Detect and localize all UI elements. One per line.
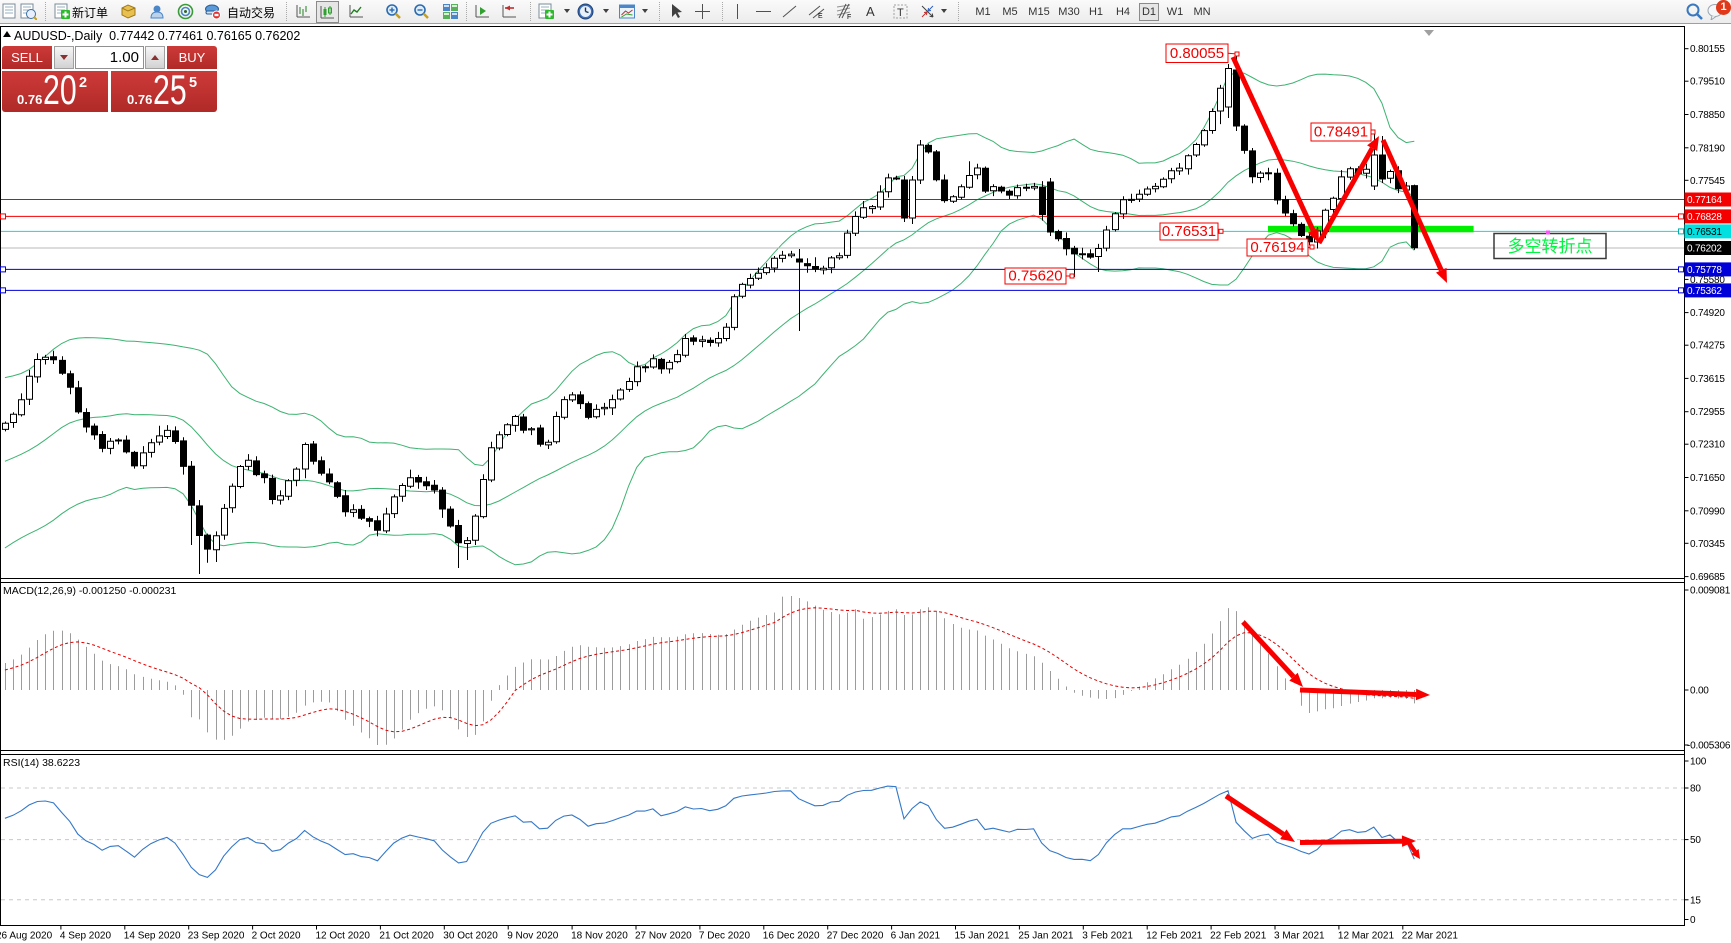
svg-text:15: 15 bbox=[1690, 895, 1701, 906]
svg-text:E: E bbox=[818, 13, 823, 20]
svg-text:50: 50 bbox=[1690, 835, 1701, 846]
svg-text:0.72310: 0.72310 bbox=[1690, 440, 1725, 451]
svg-text:0.75778: 0.75778 bbox=[1687, 265, 1722, 276]
svg-text:23 Sep 2020: 23 Sep 2020 bbox=[188, 931, 245, 942]
svg-text:0.78190: 0.78190 bbox=[1690, 143, 1725, 154]
svg-text:0.74275: 0.74275 bbox=[1690, 341, 1725, 352]
svg-text:0.73615: 0.73615 bbox=[1690, 374, 1725, 385]
svg-text:9 Nov 2020: 9 Nov 2020 bbox=[507, 931, 559, 942]
svg-text:0.76202: 0.76202 bbox=[1687, 244, 1722, 255]
svg-text:0.78491: 0.78491 bbox=[1314, 124, 1368, 141]
svg-text:12 Oct 2020: 12 Oct 2020 bbox=[316, 931, 371, 942]
svg-text:7 Dec 2020: 7 Dec 2020 bbox=[699, 931, 751, 942]
svg-text:0: 0 bbox=[1690, 915, 1696, 926]
svg-text:80: 80 bbox=[1690, 784, 1701, 795]
svg-text:12 Mar 2021: 12 Mar 2021 bbox=[1338, 931, 1395, 942]
svg-text:27 Nov 2020: 27 Nov 2020 bbox=[635, 931, 692, 942]
svg-text:30 Oct 2020: 30 Oct 2020 bbox=[443, 931, 498, 942]
svg-text:2 Oct 2020: 2 Oct 2020 bbox=[252, 931, 301, 942]
svg-text:0.009081: 0.009081 bbox=[1690, 586, 1731, 597]
svg-text:0.75580: 0.75580 bbox=[1690, 275, 1725, 286]
svg-text:3 Mar 2021: 3 Mar 2021 bbox=[1274, 931, 1325, 942]
svg-text:0.72955: 0.72955 bbox=[1690, 407, 1725, 418]
svg-text:MACD(12,26,9) -0.001250 -0.000: MACD(12,26,9) -0.001250 -0.000231 bbox=[3, 585, 177, 597]
svg-text:26 Aug 2020: 26 Aug 2020 bbox=[0, 931, 53, 942]
svg-text:F: F bbox=[847, 14, 851, 20]
svg-text:25 Jan 2021: 25 Jan 2021 bbox=[1018, 931, 1073, 942]
svg-text:0.71650: 0.71650 bbox=[1690, 473, 1725, 484]
svg-text:27 Dec 2020: 27 Dec 2020 bbox=[827, 931, 884, 942]
svg-text:多空转折点: 多空转折点 bbox=[1508, 237, 1593, 256]
svg-text:4 Sep 2020: 4 Sep 2020 bbox=[60, 931, 112, 942]
svg-text:-0.005306: -0.005306 bbox=[1687, 741, 1731, 752]
svg-text:0.74920: 0.74920 bbox=[1690, 308, 1725, 319]
svg-text:0.78850: 0.78850 bbox=[1690, 110, 1725, 121]
svg-text:0.70345: 0.70345 bbox=[1690, 539, 1725, 550]
svg-text:0.76828: 0.76828 bbox=[1687, 212, 1722, 223]
svg-text:22 Mar 2021: 22 Mar 2021 bbox=[1402, 931, 1459, 942]
svg-text:0.70990: 0.70990 bbox=[1690, 506, 1725, 517]
svg-text:0.75362: 0.75362 bbox=[1687, 286, 1722, 297]
svg-text:0.80155: 0.80155 bbox=[1690, 44, 1725, 55]
svg-text:22 Feb 2021: 22 Feb 2021 bbox=[1210, 931, 1267, 942]
svg-text:T: T bbox=[897, 7, 904, 19]
svg-text:14 Sep 2020: 14 Sep 2020 bbox=[124, 931, 181, 942]
svg-text:0.79510: 0.79510 bbox=[1690, 77, 1725, 88]
svg-text:0.77545: 0.77545 bbox=[1690, 176, 1725, 187]
svg-text:0.76531: 0.76531 bbox=[1162, 223, 1216, 240]
svg-text:100: 100 bbox=[1690, 757, 1707, 768]
svg-text:0.76194: 0.76194 bbox=[1250, 239, 1304, 256]
svg-text:21 Oct 2020: 21 Oct 2020 bbox=[379, 931, 434, 942]
svg-text:16 Dec 2020: 16 Dec 2020 bbox=[763, 931, 820, 942]
svg-text:0.69685: 0.69685 bbox=[1690, 572, 1725, 583]
svg-text:0.77164: 0.77164 bbox=[1687, 195, 1722, 206]
svg-text:18 Nov 2020: 18 Nov 2020 bbox=[571, 931, 628, 942]
svg-text:15 Jan 2021: 15 Jan 2021 bbox=[955, 931, 1010, 942]
svg-text:0.00: 0.00 bbox=[1690, 686, 1709, 697]
svg-text:0.75620: 0.75620 bbox=[1008, 268, 1062, 285]
svg-text:12 Feb 2021: 12 Feb 2021 bbox=[1146, 931, 1203, 942]
svg-text:3 Feb 2021: 3 Feb 2021 bbox=[1082, 931, 1133, 942]
svg-text:0.80055: 0.80055 bbox=[1170, 45, 1224, 62]
svg-text:RSI(14) 38.6223: RSI(14) 38.6223 bbox=[3, 757, 80, 769]
svg-text:6 Jan 2021: 6 Jan 2021 bbox=[891, 931, 941, 942]
svg-text:0.76531: 0.76531 bbox=[1687, 227, 1722, 238]
